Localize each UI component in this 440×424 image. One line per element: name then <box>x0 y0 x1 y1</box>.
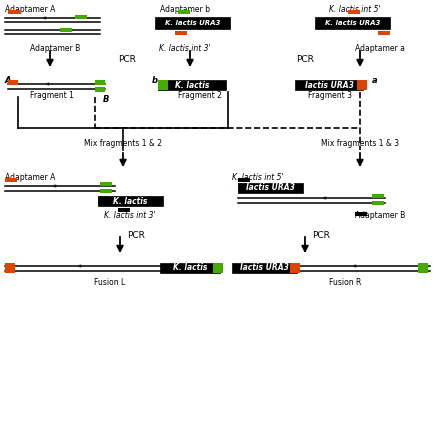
Text: B: B <box>103 95 110 104</box>
Bar <box>8 80 18 85</box>
Bar <box>155 17 230 29</box>
Bar <box>290 263 300 273</box>
Bar <box>213 263 223 273</box>
Text: K. lactis: K. lactis <box>173 263 207 273</box>
Bar <box>238 183 248 193</box>
Text: Adaptamer b: Adaptamer b <box>160 5 210 14</box>
Text: *: * <box>353 263 357 273</box>
Text: K. lactis URA3: K. lactis URA3 <box>325 20 380 26</box>
Text: *: * <box>78 263 82 273</box>
Bar <box>238 178 250 182</box>
Text: PCR: PCR <box>296 55 314 64</box>
Text: Adaptamer a: Adaptamer a <box>355 44 405 53</box>
Bar <box>372 201 384 205</box>
Bar <box>98 196 163 206</box>
Text: K. lactis URA3: K. lactis URA3 <box>165 20 220 26</box>
Text: lactis URA3: lactis URA3 <box>246 184 295 192</box>
Text: PCR: PCR <box>312 231 330 240</box>
Text: Mix fragments 1 & 2: Mix fragments 1 & 2 <box>84 139 162 148</box>
Text: K. lactis int 3': K. lactis int 3' <box>159 44 211 53</box>
Bar <box>348 10 360 14</box>
Bar <box>238 183 303 193</box>
Text: *: * <box>323 195 327 204</box>
Bar <box>295 80 363 90</box>
Bar <box>75 15 87 19</box>
Text: PCR: PCR <box>127 231 145 240</box>
Text: lactis URA3: lactis URA3 <box>304 81 353 89</box>
Text: K. lactis int 5': K. lactis int 5' <box>329 5 381 14</box>
Bar <box>118 208 130 212</box>
Text: a: a <box>372 76 378 85</box>
Bar <box>160 263 220 273</box>
Bar <box>60 28 72 32</box>
Text: Mix fragments 1 & 3: Mix fragments 1 & 3 <box>321 139 399 148</box>
Text: K. lactis int 3': K. lactis int 3' <box>104 211 156 220</box>
Text: Fusion R: Fusion R <box>329 278 361 287</box>
Text: Fragment 3: Fragment 3 <box>308 91 352 100</box>
Text: Adaptamer B: Adaptamer B <box>355 211 405 220</box>
Text: *: * <box>53 184 57 192</box>
Bar <box>95 87 105 92</box>
Bar <box>355 212 367 216</box>
Bar <box>175 31 187 35</box>
Text: Fusion L: Fusion L <box>94 278 126 287</box>
Bar <box>158 80 226 90</box>
Text: Fragment 1: Fragment 1 <box>30 91 74 100</box>
Bar <box>158 80 168 90</box>
Bar <box>378 31 390 35</box>
Bar <box>178 10 190 14</box>
Text: Fragment 2: Fragment 2 <box>178 91 222 100</box>
Bar <box>315 17 390 29</box>
Text: K. lactis: K. lactis <box>114 196 148 206</box>
Bar <box>8 10 20 14</box>
Text: *: * <box>46 81 50 90</box>
Bar <box>372 194 384 198</box>
Text: Adaptamer B: Adaptamer B <box>30 44 80 53</box>
Text: Adaptamer A: Adaptamer A <box>5 173 55 182</box>
Bar <box>100 182 112 186</box>
Bar <box>418 263 428 273</box>
Text: lactis URA3: lactis URA3 <box>240 263 289 273</box>
Text: K. lactis: K. lactis <box>175 81 209 89</box>
Bar <box>357 80 367 90</box>
Text: *: * <box>43 16 47 25</box>
Bar <box>5 178 17 182</box>
Bar <box>232 263 297 273</box>
Bar <box>95 80 105 85</box>
Text: A: A <box>5 76 11 85</box>
Text: K. lactis int 5': K. lactis int 5' <box>232 173 284 182</box>
Text: PCR: PCR <box>118 55 136 64</box>
Text: b: b <box>152 76 158 85</box>
Bar <box>100 189 112 193</box>
Bar <box>98 196 108 206</box>
Bar <box>5 263 15 273</box>
Text: Adaptamer A: Adaptamer A <box>5 5 55 14</box>
